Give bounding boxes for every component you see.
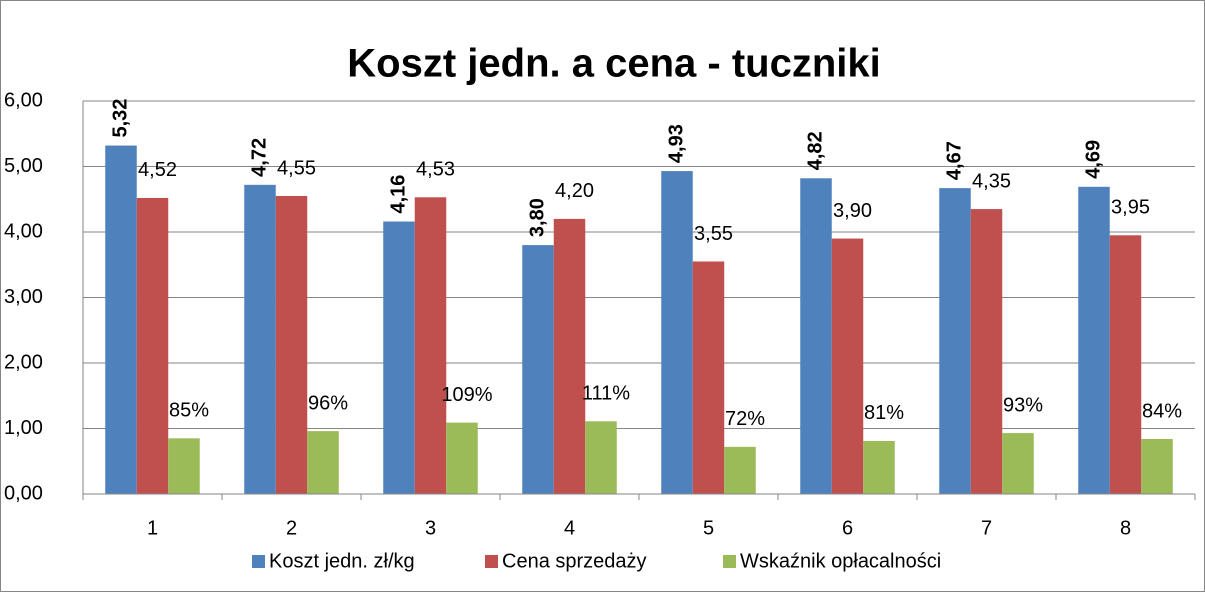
value-label: 4,16 — [387, 175, 409, 214]
bar — [585, 421, 617, 494]
chart-title: Koszt jedn. a cena - tuczniki — [347, 42, 880, 86]
value-label: 96% — [308, 392, 348, 414]
value-label: 5,32 — [109, 99, 131, 138]
y-tick-label: 3,00 — [4, 286, 43, 308]
bar — [863, 440, 895, 494]
value-label: 4,69 — [1082, 140, 1104, 179]
bar — [414, 197, 447, 494]
y-tick-label: 4,00 — [4, 220, 43, 242]
legend-label: Koszt jedn. zł/kg — [269, 550, 415, 572]
x-tick-label: 2 — [286, 517, 297, 539]
value-label: 3,90 — [833, 200, 872, 222]
value-label: 4,20 — [555, 180, 594, 202]
bar — [446, 422, 478, 494]
legend-swatch — [723, 555, 736, 568]
value-label: 4,93 — [665, 124, 687, 163]
bar — [522, 245, 554, 494]
bar — [800, 178, 832, 495]
bar — [1141, 438, 1173, 494]
bar — [831, 238, 864, 494]
value-label: 84% — [1142, 400, 1182, 422]
bar — [1002, 433, 1034, 494]
bar — [168, 438, 200, 494]
y-tick-label: 1,00 — [4, 417, 43, 439]
bar — [661, 171, 693, 494]
bar — [136, 197, 169, 494]
bar — [307, 431, 339, 494]
legend-label: Wskaźnik opłacalności — [740, 550, 941, 572]
x-tick-label: 8 — [1120, 517, 1131, 539]
y-tick-label: 2,00 — [4, 351, 43, 373]
value-label: 81% — [864, 402, 904, 424]
y-tick-label: 0,00 — [4, 482, 43, 504]
bar — [383, 221, 415, 494]
bar — [939, 188, 971, 495]
legend-label: Cena sprzedaży — [502, 550, 647, 572]
bar — [105, 145, 137, 495]
bar — [1109, 235, 1142, 494]
bar — [724, 446, 756, 494]
bar — [244, 184, 276, 494]
y-tick-label: 6,00 — [4, 89, 43, 111]
x-tick-label: 5 — [703, 517, 714, 539]
value-label: 4,67 — [943, 141, 965, 180]
value-label: 4,53 — [416, 159, 455, 181]
x-tick-label: 7 — [981, 517, 992, 539]
value-label: 4,52 — [138, 159, 177, 181]
value-label: 111% — [582, 383, 630, 405]
value-label: 4,35 — [972, 170, 1011, 192]
value-label: 72% — [725, 408, 765, 430]
value-label: 4,55 — [277, 157, 316, 179]
legend-swatch — [485, 555, 498, 568]
x-tick-label: 6 — [842, 517, 853, 539]
value-label: 85% — [169, 400, 209, 422]
bar — [970, 209, 1003, 494]
value-label: 93% — [1003, 394, 1043, 416]
x-tick-label: 3 — [425, 517, 436, 539]
x-tick-label: 1 — [147, 517, 158, 539]
y-tick-label: 5,00 — [4, 155, 43, 177]
value-label: 3,80 — [526, 198, 548, 237]
value-label: 109% — [441, 384, 492, 406]
value-label: 3,95 — [1111, 197, 1150, 219]
bar — [553, 218, 586, 494]
bar — [1078, 186, 1110, 494]
bar — [275, 195, 308, 494]
value-label: 4,72 — [248, 138, 270, 177]
bar — [692, 261, 725, 494]
legend-swatch — [252, 555, 265, 568]
value-label: 3,55 — [694, 223, 733, 245]
value-label: 4,82 — [804, 131, 826, 170]
x-tick-label: 4 — [564, 517, 575, 539]
